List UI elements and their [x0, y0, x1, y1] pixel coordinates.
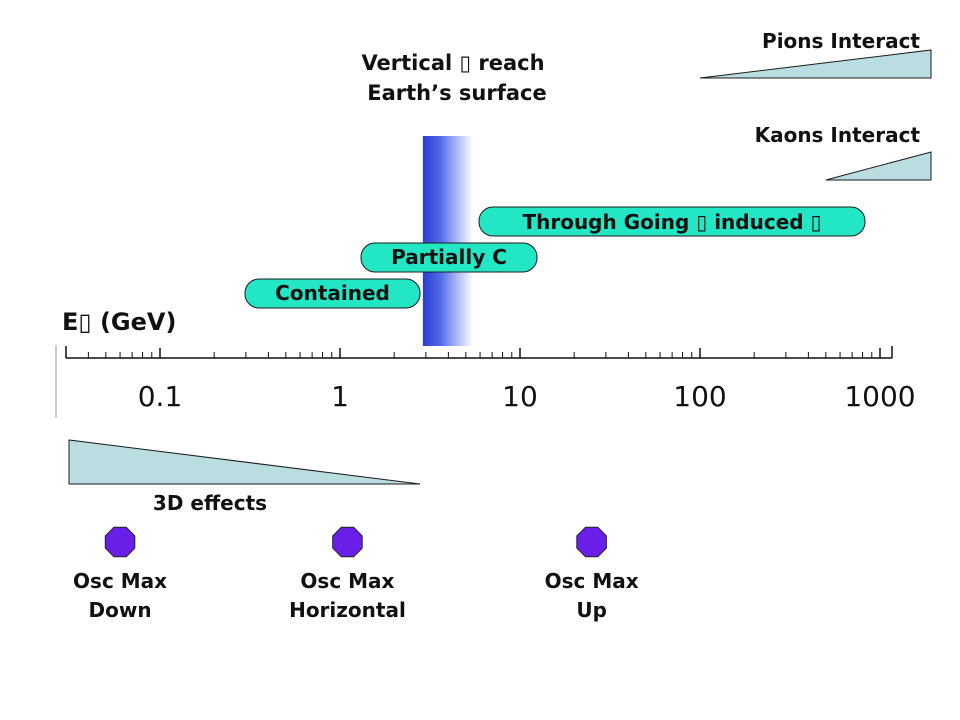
kaons-wedge	[825, 151, 932, 181]
osc-max-horizontal-marker	[332, 526, 363, 558]
threed-wedge-label: 3D effects	[153, 491, 267, 515]
osc-max-down-marker	[104, 526, 136, 558]
tick-label: 100	[673, 380, 726, 413]
partially-range-label: Partially C	[391, 245, 507, 269]
partially-range-pill	[360, 242, 538, 273]
osc-max-down-label-line1: Osc Max	[73, 569, 167, 593]
tick-label: 1000	[844, 380, 915, 413]
kaons-wedge-label: Kaons Interact	[755, 123, 921, 147]
osc-max-down-label-line2: Down	[89, 598, 152, 622]
osc-max-up-marker	[576, 526, 607, 558]
tick-label: 0.1	[138, 380, 183, 413]
through-range-pill	[478, 206, 866, 237]
pions-wedge	[699, 49, 932, 79]
energy-axis-label: E▯ (GeV)	[62, 308, 176, 336]
tick-label: 10	[502, 380, 538, 413]
vertical-reach-label-line1: Vertical ▯ reach	[361, 51, 544, 75]
pions-wedge-label: Pions Interact	[762, 29, 920, 53]
osc-max-horizontal-label-line2: Horizontal	[289, 598, 406, 622]
osc-max-up-label-line2: Up	[576, 598, 607, 622]
through-range-label: Through Going ▯ induced ▯	[522, 210, 821, 234]
contained-range-pill	[244, 278, 421, 309]
osc-max-up-label-line1: Osc Max	[545, 569, 639, 593]
tick-label: 1	[331, 380, 349, 413]
contained-range-label: Contained	[275, 281, 390, 305]
osc-max-horizontal-label-line1: Osc Max	[300, 569, 394, 593]
threed-wedge	[68, 439, 421, 485]
vertical-reach-band	[422, 136, 474, 346]
vertical-reach-label-line2: Earth’s surface	[367, 81, 546, 105]
